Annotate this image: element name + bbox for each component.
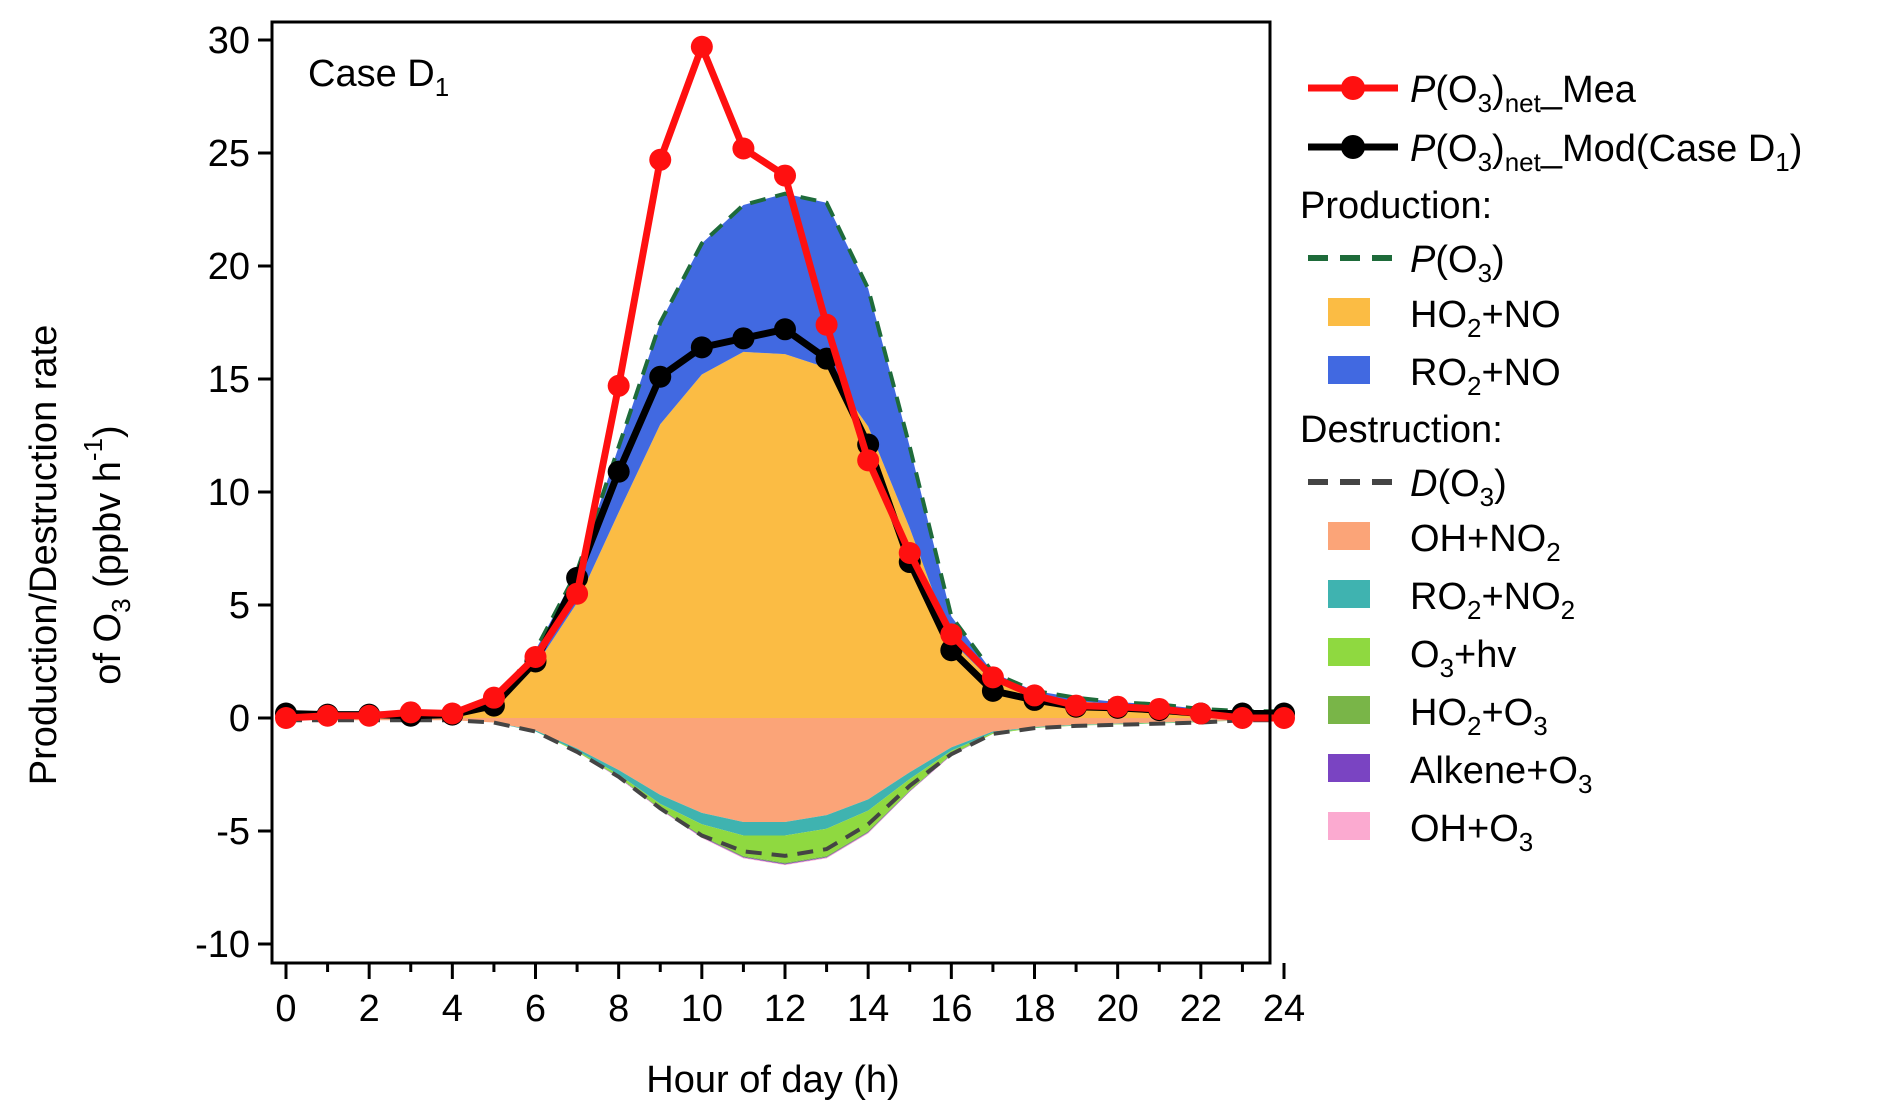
- legend-mea-label: P(O3)net_Mea: [1410, 69, 1637, 118]
- point-mea-1: [316, 704, 339, 727]
- point-mea-23: [1231, 707, 1254, 729]
- point-mea-12: [774, 164, 796, 187]
- x-tick-label-12: 12: [764, 988, 806, 1030]
- x-tick-label-20: 20: [1097, 988, 1139, 1030]
- x-tick-label-24: 24: [1263, 988, 1305, 1030]
- point-mea-11: [732, 137, 755, 160]
- y-tick-label-5: 5: [229, 585, 250, 627]
- legend-mea-marker: [1341, 76, 1365, 100]
- x-tick-label-16: 16: [930, 988, 972, 1030]
- y-title-pre: of O: [87, 613, 129, 685]
- point-mea-2: [358, 704, 381, 727]
- y-tick-label--10: -10: [195, 924, 250, 966]
- point-mea-3: [399, 701, 422, 724]
- point-mea-10: [690, 35, 713, 58]
- x-tick-label-6: 6: [525, 988, 546, 1030]
- point-mea-21: [1148, 697, 1171, 720]
- legend-oh-o3-swatch: [1328, 812, 1370, 840]
- point-mod-11: [732, 327, 755, 350]
- point-mea-17: [981, 666, 1004, 689]
- x-axis-title: Hour of day (h): [646, 1059, 899, 1101]
- legend-ho2-no-label: HO2+NO: [1410, 294, 1561, 343]
- y-tick-label-25: 25: [208, 133, 250, 175]
- point-mea-7: [566, 582, 589, 605]
- point-mod-9: [649, 365, 672, 388]
- y-axis-title-line2: of O3 (ppbv h-1): [78, 425, 136, 684]
- y-tick-label--5: -5: [216, 811, 250, 853]
- legend-mod-marker: [1341, 135, 1365, 159]
- y-tick-label-30: 30: [208, 20, 250, 62]
- x-tick-label-0: 0: [275, 988, 296, 1030]
- y-title-post: ): [87, 425, 129, 438]
- y-tick-label-0: 0: [229, 698, 250, 740]
- case-annotation: Case D1: [308, 53, 449, 102]
- area-ho2-no: [286, 351, 1284, 718]
- point-mea-6: [524, 645, 547, 668]
- legend: P(O3)net_Mea P(O3)net_Mod(Case D1) Produ…: [1300, 69, 1802, 857]
- point-mod-12: [774, 318, 796, 341]
- legend-p-o3-label: P(O3): [1410, 239, 1505, 288]
- point-mea-8: [607, 374, 630, 397]
- point-mea-0: [275, 707, 297, 729]
- x-tick-label-10: 10: [681, 988, 723, 1030]
- point-mea-4: [441, 702, 464, 725]
- x-tick-label-14: 14: [847, 988, 889, 1030]
- legend-production-header: Production:: [1300, 185, 1492, 227]
- point-mea-9: [649, 148, 672, 171]
- legend-oh-o3-label: OH+O3: [1410, 808, 1533, 857]
- y-axis-title-line1: Production/Destruction rate: [23, 325, 65, 785]
- legend-alkene-o3-label: Alkene+O3: [1410, 750, 1592, 799]
- area-oh-no2: [286, 718, 1284, 822]
- legend-ro2-no-label: RO2+NO: [1410, 352, 1561, 401]
- y-tick-label-20: 20: [208, 246, 250, 288]
- legend-ho2-no-swatch: [1328, 298, 1370, 326]
- legend-mod-label: P(O3)net_Mod(Case D1): [1410, 128, 1802, 177]
- y-title-sub: 3: [106, 598, 136, 612]
- point-mod-10: [690, 336, 713, 359]
- legend-ho2-o3-swatch: [1328, 696, 1370, 724]
- point-mea-13: [815, 313, 838, 336]
- y-title-mid: (ppbv h: [87, 461, 129, 598]
- case-annotation-text: Case D: [308, 53, 435, 95]
- point-mea-18: [1023, 684, 1046, 707]
- area-ro2-no: [286, 193, 1284, 715]
- point-mea-16: [940, 623, 963, 646]
- legend-o3-hv-label: O3+hv: [1410, 634, 1516, 683]
- legend-destruction-header: Destruction:: [1300, 409, 1503, 451]
- legend-ro2-no2-swatch: [1328, 580, 1370, 608]
- legend-d-o3-label: D(O3): [1410, 463, 1507, 512]
- legend-o3-hv-swatch: [1328, 638, 1370, 666]
- y-tick-label-10: 10: [208, 472, 250, 514]
- legend-oh-no2-swatch: [1328, 522, 1370, 550]
- x-tick-label-8: 8: [608, 988, 629, 1030]
- point-mea-22: [1189, 702, 1212, 725]
- point-mea-5: [482, 686, 505, 709]
- x-tick-label-22: 22: [1180, 988, 1222, 1030]
- plot-area: [275, 35, 1295, 866]
- legend-alkene-o3-swatch: [1328, 754, 1370, 782]
- y-title-sup: -1: [78, 438, 108, 461]
- point-mea-20: [1106, 695, 1129, 718]
- y-tick-label-15: 15: [208, 359, 250, 401]
- legend-ro2-no2-label: RO2+NO2: [1410, 576, 1575, 625]
- case-annotation-sub: 1: [435, 72, 449, 102]
- legend-oh-no2-label: OH+NO2: [1410, 518, 1561, 567]
- point-mea-14: [857, 449, 880, 472]
- legend-ro2-no-swatch: [1328, 356, 1370, 384]
- x-tick-label-4: 4: [442, 988, 463, 1030]
- point-mod-8: [607, 460, 630, 483]
- point-mea-19: [1065, 694, 1088, 717]
- point-mea-24: [1273, 707, 1295, 729]
- legend-ho2-o3-label: HO2+O3: [1410, 692, 1548, 741]
- x-tick-label-2: 2: [359, 988, 380, 1030]
- x-tick-label-18: 18: [1013, 988, 1055, 1030]
- point-mea-15: [898, 542, 921, 565]
